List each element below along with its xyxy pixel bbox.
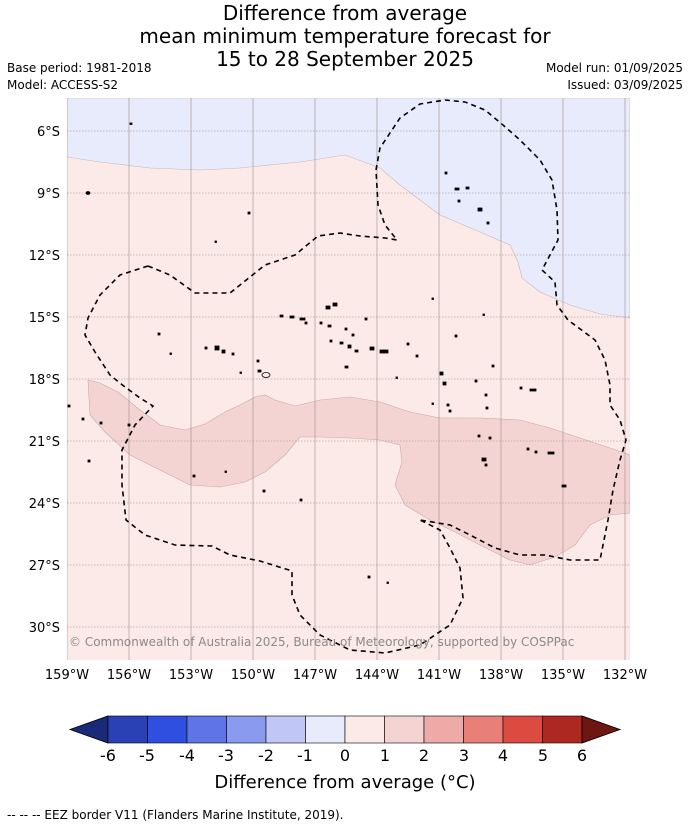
colorbar-labels: -6 -5 -4 -3 -2 -1 0 1 2 3 4 5 6	[100, 746, 587, 765]
lon-tick-label: 135°W	[541, 668, 585, 683]
colorbar-segment	[305, 715, 346, 744]
model-run-label: Model run: 01/09/2025	[545, 61, 683, 75]
lat-tick-label: 12°S	[29, 249, 60, 264]
meta-left: Base period: 1981-2018 Model: ACCESS-S2	[7, 60, 152, 94]
colorbar-segment	[147, 715, 188, 744]
colorbar-segment	[265, 715, 306, 744]
lon-tick-label: 141°W	[417, 668, 461, 683]
anomaly-zone-1-2	[87, 379, 630, 566]
colorbar-segment	[423, 715, 464, 744]
chart-title: Difference from average mean minimum tem…	[0, 2, 690, 71]
lat-tick-label: 9°S	[37, 187, 60, 202]
colorbar-tick-label: 1	[380, 746, 390, 765]
colorbar-tick-label: -4	[179, 746, 195, 765]
lon-tick-label: 150°W	[231, 668, 275, 683]
lon-tick-label: 132°W	[603, 668, 647, 683]
issued-label: Issued: 03/09/2025	[567, 78, 683, 92]
colorbar	[68, 715, 622, 744]
colorbar-tick-label: -5	[139, 746, 155, 765]
model-label: Model: ACCESS-S2	[7, 78, 119, 92]
lon-tick-label: 147°W	[293, 668, 337, 683]
title-line-3: 15 to 28 September 2025	[216, 47, 474, 71]
lat-tick-label: 18°S	[29, 373, 60, 388]
colorbar-tick-label: 5	[538, 746, 548, 765]
meta-right: Model run: 01/09/2025 Issued: 03/09/2025	[546, 60, 683, 94]
colorbar-tick-label: -1	[297, 746, 313, 765]
colorbar-tick-label: 4	[498, 746, 508, 765]
colorbar-segment	[463, 715, 504, 744]
lon-tick-label: 138°W	[479, 668, 523, 683]
map-area	[67, 98, 630, 660]
copyright-text: © Commonwealth of Australia 2025, Bureau…	[69, 635, 574, 649]
colorbar-segment	[542, 715, 583, 744]
colorbar-extend-high	[581, 715, 622, 744]
gridlines	[67, 98, 630, 660]
colorbar-segment	[186, 715, 227, 744]
colorbar-tick-label: 2	[419, 746, 429, 765]
colorbar-segment	[384, 715, 425, 744]
colorbar-tick-label: 0	[340, 746, 350, 765]
colorbar-segment	[502, 715, 543, 744]
lat-tick-label: 6°S	[37, 125, 60, 140]
lon-axis: 159°W 156°W 153°W 150°W 147°W 144°W 141°…	[45, 668, 647, 683]
lat-axis: 6°S 9°S 12°S 15°S 18°S 21°S 24°S 27°S 30…	[29, 125, 60, 636]
colorbar-segment	[344, 715, 385, 744]
lat-tick-label: 24°S	[29, 497, 60, 512]
colorbar-extend-low	[68, 715, 109, 744]
lon-tick-label: 159°W	[45, 668, 89, 683]
colorbar-tick-label: -6	[100, 746, 116, 765]
colorbar-tick-label: -2	[258, 746, 274, 765]
eez-border-west	[84, 265, 464, 654]
eez-footnote: -- -- -- EEZ border V11 (Flanders Marine…	[7, 808, 344, 822]
lat-tick-label: 30°S	[29, 621, 60, 636]
islands	[67, 122, 567, 584]
colorbar-tick-label: 6	[577, 746, 587, 765]
eez-border-north	[147, 99, 627, 561]
lon-tick-label: 153°W	[169, 668, 213, 683]
lat-tick-label: 15°S	[29, 311, 60, 326]
anomaly-zone-neg1-0	[67, 98, 630, 319]
title-line-1: Difference from average	[222, 1, 468, 25]
lon-tick-label: 156°W	[107, 668, 151, 683]
colorbar-tick-label: -3	[218, 746, 234, 765]
eez-borders	[84, 99, 627, 654]
lat-tick-label: 27°S	[29, 559, 60, 574]
lat-tick-label: 21°S	[29, 435, 60, 450]
title-line-2: mean minimum temperature forecast for	[139, 24, 551, 48]
base-period-label: Base period: 1981-2018	[7, 61, 152, 75]
colorbar-tick-label: 3	[459, 746, 469, 765]
lon-tick-label: 144°W	[355, 668, 399, 683]
colorbar-segment	[226, 715, 267, 744]
colorbar-segment	[107, 715, 148, 744]
colorbar-title: Difference from average (°C)	[214, 772, 476, 793]
